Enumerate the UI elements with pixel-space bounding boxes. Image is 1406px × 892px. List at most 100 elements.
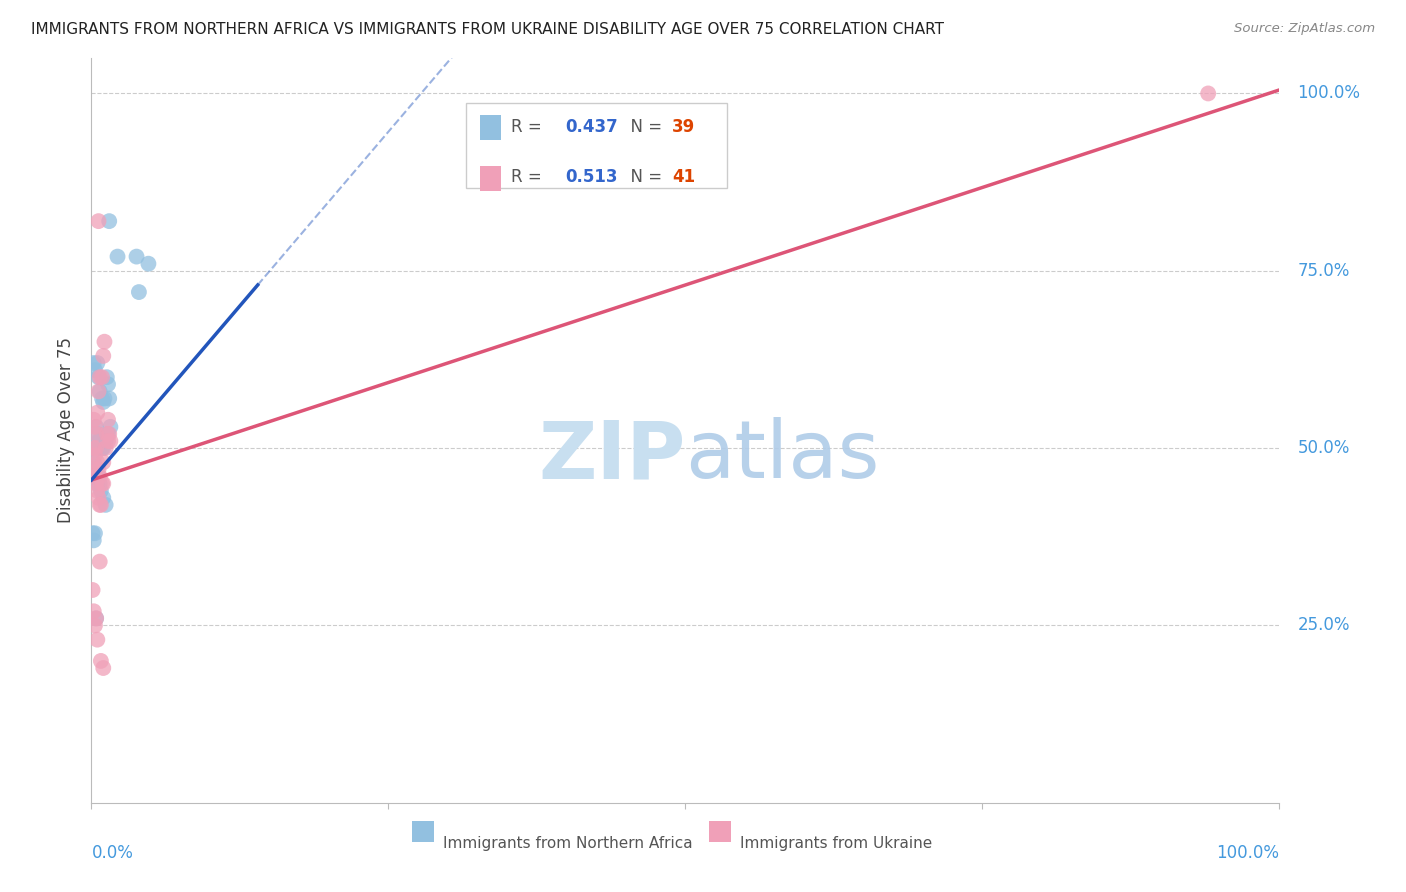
Point xyxy=(83,455,105,469)
Point xyxy=(90,483,112,498)
Point xyxy=(84,526,107,541)
Point xyxy=(91,441,114,455)
Point xyxy=(87,434,110,448)
Text: N =: N = xyxy=(620,169,668,186)
Text: 0.513: 0.513 xyxy=(565,169,617,186)
Point xyxy=(93,392,115,406)
Point xyxy=(97,434,120,448)
Point xyxy=(87,384,110,399)
Point xyxy=(98,426,121,441)
Point xyxy=(86,476,108,491)
Point xyxy=(90,498,112,512)
Text: 100.0%: 100.0% xyxy=(1216,844,1279,862)
Point xyxy=(93,334,115,349)
Point xyxy=(86,455,108,469)
Point xyxy=(87,469,110,483)
Point xyxy=(87,370,110,384)
Text: 50.0%: 50.0% xyxy=(1298,439,1350,457)
Point xyxy=(83,441,105,455)
Text: R =: R = xyxy=(510,169,547,186)
Point xyxy=(94,498,117,512)
Point xyxy=(107,250,129,264)
Point xyxy=(91,491,114,505)
Point xyxy=(84,611,107,625)
Point xyxy=(84,448,107,462)
Text: Immigrants from Northern Africa: Immigrants from Northern Africa xyxy=(443,837,693,851)
Point xyxy=(94,434,117,448)
Point xyxy=(91,441,114,455)
Bar xyxy=(479,115,502,140)
Text: Immigrants from Ukraine: Immigrants from Ukraine xyxy=(740,837,932,851)
Point xyxy=(84,363,107,377)
Point xyxy=(89,498,111,512)
Point xyxy=(91,476,114,491)
Text: 0.437: 0.437 xyxy=(565,118,619,136)
Text: 0.0%: 0.0% xyxy=(91,844,134,862)
Point xyxy=(89,476,111,491)
Point xyxy=(86,426,108,441)
Point xyxy=(86,632,108,647)
Point xyxy=(84,426,107,441)
Point xyxy=(91,476,114,491)
Text: 41: 41 xyxy=(672,169,696,186)
Point xyxy=(86,356,108,370)
Point xyxy=(94,441,117,455)
Text: R =: R = xyxy=(510,118,547,136)
Point xyxy=(1197,87,1219,101)
Point xyxy=(84,611,107,625)
Point xyxy=(89,384,111,399)
Point xyxy=(84,618,107,632)
Point xyxy=(84,420,107,434)
Point xyxy=(84,469,107,483)
Point xyxy=(91,455,114,469)
Text: 25.0%: 25.0% xyxy=(1298,616,1350,634)
Point xyxy=(91,392,114,406)
Point xyxy=(86,441,108,455)
Point xyxy=(97,377,120,392)
Point xyxy=(91,349,114,363)
Point xyxy=(96,370,118,384)
Point xyxy=(84,441,107,455)
Point xyxy=(87,462,110,476)
Text: 100.0%: 100.0% xyxy=(1298,85,1360,103)
Point xyxy=(82,582,104,597)
Point xyxy=(125,250,148,264)
Point xyxy=(100,420,122,434)
Point xyxy=(84,476,107,491)
Point xyxy=(86,483,108,498)
Text: 75.0%: 75.0% xyxy=(1298,261,1350,280)
Point xyxy=(96,426,118,441)
Bar xyxy=(465,103,727,188)
Point xyxy=(83,356,105,370)
Point xyxy=(128,285,150,299)
Point xyxy=(98,392,121,406)
Point xyxy=(83,413,105,427)
Point xyxy=(91,370,114,384)
Point xyxy=(89,555,111,569)
Point xyxy=(84,420,107,434)
Point xyxy=(89,370,111,384)
Point xyxy=(97,426,120,441)
Text: atlas: atlas xyxy=(685,417,880,495)
Bar xyxy=(412,821,433,841)
Point xyxy=(87,214,110,228)
Point xyxy=(84,462,107,476)
Point xyxy=(89,469,111,483)
Point xyxy=(138,257,160,271)
Point xyxy=(82,526,104,541)
Y-axis label: Disability Age Over 75: Disability Age Over 75 xyxy=(58,337,76,524)
Point xyxy=(89,441,111,455)
Point xyxy=(83,462,105,476)
Point xyxy=(90,654,112,668)
Point xyxy=(87,491,110,505)
Point xyxy=(91,395,114,409)
Point xyxy=(84,469,107,483)
Bar xyxy=(709,821,731,841)
Point xyxy=(98,214,121,228)
Point xyxy=(91,661,114,675)
Point xyxy=(86,406,108,420)
Text: ZIP: ZIP xyxy=(538,417,685,495)
Text: N =: N = xyxy=(620,118,668,136)
Point xyxy=(83,533,105,548)
Text: Source: ZipAtlas.com: Source: ZipAtlas.com xyxy=(1234,22,1375,36)
